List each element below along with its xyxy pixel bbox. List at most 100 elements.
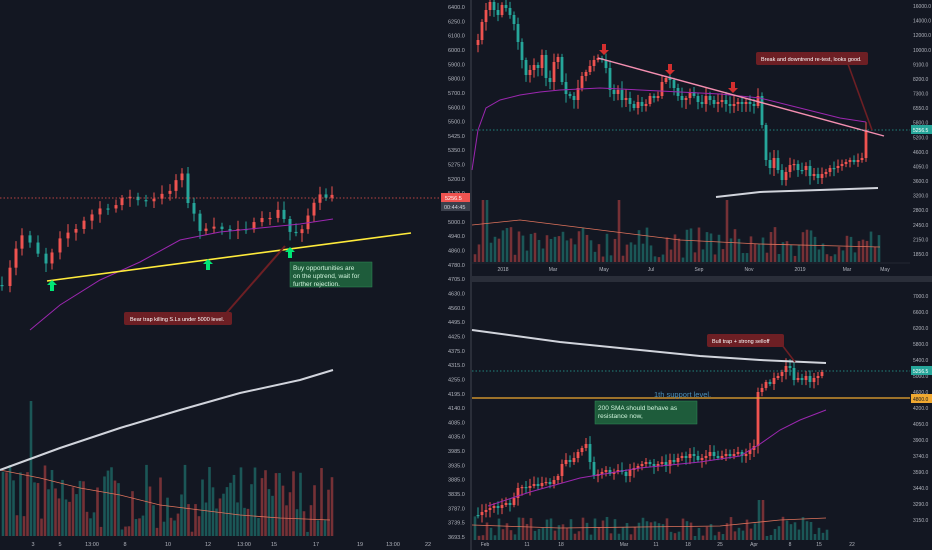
left-volume-bar: [96, 487, 99, 536]
left-volume-bar: [327, 489, 330, 536]
left-volume-bar: [257, 518, 260, 536]
top-right-volume-bar: [645, 227, 649, 262]
left-volume-bar: [323, 520, 327, 536]
bottom-right-price-badge: [911, 366, 932, 375]
bottom-right-candle: [700, 458, 704, 460]
top-right-volume-bar: [797, 244, 801, 262]
bottom-right-x-tick-label: 22: [849, 542, 855, 548]
top-right-volume-bar: [477, 244, 481, 262]
top-right-candle: [860, 158, 864, 160]
top-right-candle: [592, 60, 596, 66]
top-right-y-tick-label: 2450.0: [913, 223, 929, 229]
top-right-price-badge-text: 5256.5: [913, 128, 929, 134]
left-volume-bar: [15, 515, 19, 536]
top-right-candle: [744, 102, 748, 104]
top-right-volume-bar: [861, 239, 865, 262]
bottom-right-volume-bar: [657, 523, 661, 540]
top-right-y-tick-label: 5200.0: [913, 135, 929, 141]
top-right-volume-bar: [521, 235, 525, 262]
top-right-volume-bar: [749, 236, 753, 262]
bottom-right-candle: [776, 376, 780, 378]
top-right-volume-bar: [705, 232, 709, 262]
left-volume-bar: [253, 467, 257, 536]
top-right-candle: [740, 102, 744, 104]
top-right-candle: [568, 94, 572, 96]
top-right-volume-bar: [601, 256, 605, 262]
bottom-right-candle: [668, 460, 672, 466]
left-y-tick-label: 5900.0: [448, 62, 465, 68]
bottom-right-volume-bar: [541, 527, 545, 540]
top-right-volume-bar: [517, 231, 521, 262]
top-right-volume-bar: [777, 254, 781, 262]
bottom-right-volume-bar: [713, 535, 717, 540]
left-volume-bar: [138, 518, 141, 536]
left-up-arrow-icon: [203, 259, 213, 270]
top-right-volume-bar: [845, 235, 849, 262]
bottom-right-candle: [736, 452, 740, 454]
bottom-right-y-tick-label: 3440.0: [913, 486, 929, 492]
top-right-candle: [732, 104, 736, 106]
top-right-candle: [812, 174, 816, 176]
left-volume-bar: [47, 489, 50, 536]
bottom-right-candle: [800, 378, 804, 380]
top-right-y-tick-label: 6550.0: [913, 106, 929, 112]
left-candle: [318, 194, 322, 203]
top-right-candle: [836, 166, 840, 168]
bottom-right-volume-bar: [709, 524, 713, 540]
top-right-volume-bar: [565, 240, 569, 262]
bottom-right-volume-bar: [573, 533, 577, 540]
bottom-right-candle: [660, 462, 664, 464]
top-right-volume-bar: [541, 248, 545, 262]
bottom-right-y-tick-label: 4200.0: [913, 406, 929, 412]
left-candle: [252, 222, 256, 230]
top-right-volume-bar: [693, 252, 697, 262]
bottom-right-volume-bar: [553, 530, 557, 540]
top-right-candle: [620, 90, 624, 100]
top-right-candle: [776, 158, 780, 170]
left-candle: [312, 202, 316, 216]
left-volume-bar: [295, 509, 299, 536]
bottom-right-volume-bar: [705, 526, 709, 540]
left-x-tick-label: 13:00: [237, 542, 251, 548]
bottom-right-candle: [488, 508, 492, 510]
bottom-right-candle: [512, 498, 516, 505]
top-right-volume-bar: [785, 241, 789, 262]
top-right-volume-bar: [649, 245, 653, 262]
bottom-right-volume-bar: [617, 533, 621, 540]
left-y-tick-label: 6400.0: [448, 5, 465, 11]
top-right-volume-bar: [729, 238, 733, 262]
bottom-right-volume-bar: [545, 519, 549, 540]
top-right-volume-bar: [537, 239, 541, 262]
bottom-right-candle: [560, 464, 564, 476]
top-right-candle: [848, 160, 852, 162]
bottom-right-candle: [580, 448, 584, 452]
left-volume-bar: [127, 526, 131, 536]
top-right-candle: [708, 96, 712, 100]
top-right-volume-bar: [721, 249, 725, 262]
left-candle: [294, 231, 298, 234]
left-volume-bar: [162, 521, 166, 536]
bottom-right-candle: [724, 454, 728, 456]
top-right-x-tick-label: 2018: [497, 267, 508, 273]
top-right-volume-bar: [685, 229, 689, 262]
bottom-right-volume-bar: [485, 522, 489, 540]
top-right-volume-bar: [613, 238, 617, 262]
bottom-right-volume-bar: [805, 521, 809, 540]
left-volume-bar: [40, 518, 43, 536]
bottom-right-candle: [680, 456, 684, 458]
top-right-candle: [736, 102, 740, 104]
top-right-volume-bar: [865, 240, 869, 262]
left-y-tick-label: 4940.0: [448, 234, 465, 240]
bottom-right-volume-bar: [529, 518, 533, 540]
left-volume-bar: [19, 472, 22, 536]
left-y-tick-label: 3935.0: [448, 463, 465, 469]
top-right-candle: [684, 98, 688, 100]
bottom-right-candle: [692, 454, 696, 456]
top-right-down-arrow-icon: [728, 82, 738, 93]
left-volume-bar: [120, 529, 124, 536]
bottom-right-volume-bar: [597, 526, 601, 540]
left-volume-bar: [145, 464, 148, 536]
top-right-candle: [548, 78, 552, 82]
top-right-y-tick-label: 2800.0: [913, 208, 929, 214]
